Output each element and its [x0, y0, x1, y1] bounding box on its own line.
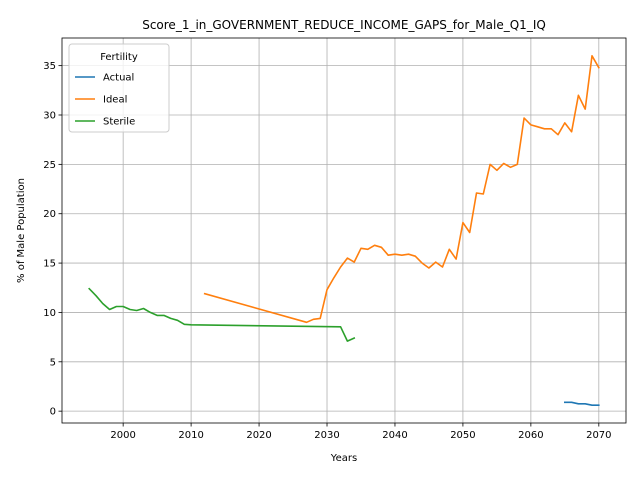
grid-lines: [62, 38, 626, 423]
y-tick-label: 15: [43, 259, 56, 270]
axis-ticks: 2000 2010 2020 2030 2040 2050 2060 207005101520…: [43, 61, 611, 441]
series-line-ideal: [203, 54, 600, 324]
y-tick-label: 0: [50, 407, 56, 418]
chart-title: Score_1_in_GOVERNMENT_REDUCE_INCOME_GAPS…: [142, 18, 546, 32]
x-tick-label: 2040: [382, 430, 407, 441]
legend-label-actual: Actual: [103, 73, 134, 84]
x-tick-label: 2070: [586, 430, 611, 441]
x-tick-label: 2050: [450, 430, 475, 441]
x-tick-label: 2010: [178, 430, 203, 441]
x-tick-label: 2030: [314, 430, 339, 441]
y-tick-label: 10: [43, 308, 56, 319]
series-line-actual: [563, 401, 600, 407]
y-tick-label: 5: [50, 357, 56, 368]
plot-frame: [61, 37, 627, 424]
y-tick-label: 25: [43, 160, 56, 171]
series-line-sterile: [88, 287, 356, 342]
x-axis-label: Years: [330, 453, 357, 464]
x-tick-label: 2000: [110, 430, 135, 441]
legend-box: [68, 43, 170, 133]
x-tick-label: 2060: [518, 430, 543, 441]
y-axis-label: % of Male Population: [16, 178, 27, 283]
y-tick-label: 35: [43, 61, 56, 72]
x-tick-label: 2020: [246, 430, 271, 441]
legend: Fertility Actual Ideal Sterile: [68, 43, 170, 133]
legend-label-sterile: Sterile: [103, 117, 135, 128]
legend-label-ideal: Ideal: [103, 95, 127, 106]
legend-items: Actual Ideal Sterile: [75, 73, 135, 128]
y-tick-label: 20: [43, 209, 56, 220]
y-tick-label: 30: [43, 111, 56, 122]
legend-title: Fertility: [100, 52, 138, 63]
series-lines: [88, 54, 600, 407]
